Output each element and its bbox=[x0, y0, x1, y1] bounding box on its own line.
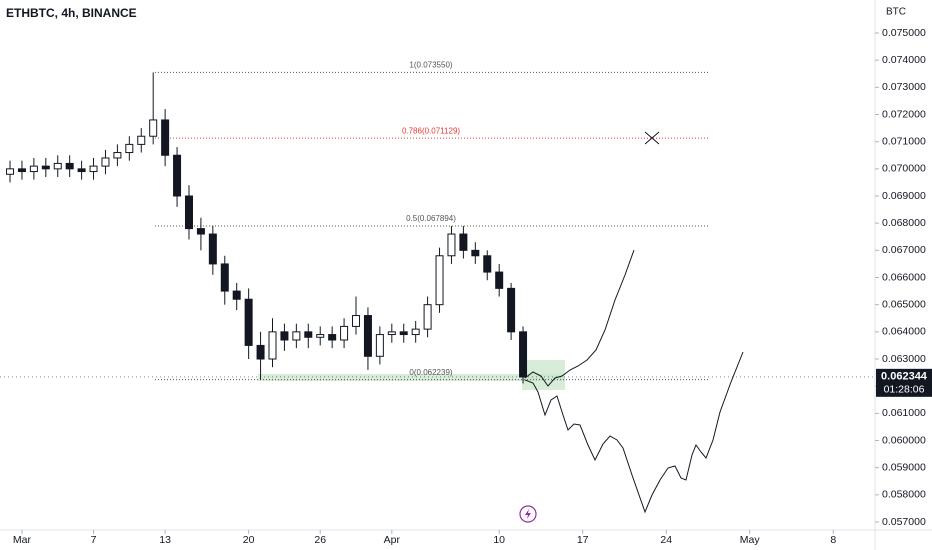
candle-body bbox=[184, 195, 193, 230]
last-price-label: 0.062344 bbox=[881, 371, 928, 383]
y-tick-label: 0.066000 bbox=[882, 271, 926, 283]
candle-body bbox=[268, 331, 277, 360]
candle-body bbox=[352, 315, 361, 327]
candle-body bbox=[101, 157, 110, 167]
x-tick-label: 20 bbox=[243, 534, 255, 546]
candle-body bbox=[292, 331, 301, 341]
x-tick-label: 24 bbox=[660, 534, 672, 546]
y-tick-label: 0.073000 bbox=[882, 81, 926, 93]
candle-body bbox=[304, 331, 313, 338]
y-tick-label: 0.067000 bbox=[882, 244, 926, 256]
candle-body bbox=[196, 228, 205, 235]
y-tick-label: 0.075000 bbox=[882, 27, 926, 39]
chart-title: ETHBTC, 4h, BINANCE bbox=[6, 6, 137, 20]
candle-body bbox=[375, 334, 384, 357]
candle-body bbox=[149, 119, 158, 137]
y-tick-label: 0.057000 bbox=[882, 516, 926, 528]
candle-body bbox=[363, 315, 372, 357]
x-tick-label: 13 bbox=[159, 534, 171, 546]
candle-body bbox=[113, 152, 122, 159]
candle-body bbox=[137, 135, 146, 145]
x-tick-label: 26 bbox=[314, 534, 326, 546]
projection-path bbox=[524, 351, 744, 514]
y-tick-label: 0.068000 bbox=[882, 217, 926, 229]
y-tick-label: 0.070000 bbox=[882, 163, 926, 175]
candle-body bbox=[328, 334, 337, 341]
y-tick-label: 0.072000 bbox=[882, 108, 926, 120]
candle-body bbox=[507, 287, 516, 333]
event-icon-bolt bbox=[525, 509, 531, 519]
candle-body bbox=[244, 298, 253, 346]
y-tick-label: 0.063000 bbox=[882, 353, 926, 365]
candle-body bbox=[423, 304, 432, 330]
x-tick-label: 8 bbox=[830, 534, 836, 546]
candle-body bbox=[495, 271, 504, 289]
fib-label: 0.786(0.071129) bbox=[402, 126, 460, 135]
x-tick-label: May bbox=[740, 534, 761, 546]
candle-body bbox=[161, 119, 170, 156]
x-tick-label: 7 bbox=[91, 534, 97, 546]
y-tick-label: 0.058000 bbox=[882, 489, 926, 501]
candle-body bbox=[256, 344, 265, 360]
candle-body bbox=[53, 162, 62, 170]
candle-body bbox=[519, 331, 528, 378]
candle-body bbox=[399, 331, 408, 336]
y-tick-label: 0.074000 bbox=[882, 54, 926, 66]
y-tick-label: 0.064000 bbox=[882, 326, 926, 338]
countdown-label: 01:28:06 bbox=[884, 384, 925, 396]
candle-body bbox=[17, 168, 26, 173]
candle-body bbox=[471, 249, 480, 257]
demand-zone bbox=[258, 374, 565, 381]
candle-body bbox=[387, 331, 396, 336]
y-tick-label: 0.069000 bbox=[882, 190, 926, 202]
candle-body bbox=[435, 255, 444, 306]
candle-body bbox=[447, 233, 456, 257]
candle-body bbox=[65, 162, 74, 170]
candle-body bbox=[459, 233, 468, 251]
cross-mark bbox=[644, 131, 660, 145]
candle-body bbox=[340, 325, 349, 341]
candle-body bbox=[77, 168, 86, 173]
last-price-box bbox=[876, 368, 932, 397]
candle-body bbox=[6, 168, 15, 175]
fib-label: 0(0.062239) bbox=[409, 368, 452, 377]
candle-body bbox=[29, 165, 38, 173]
candle-body bbox=[220, 263, 229, 292]
candle-body bbox=[89, 165, 98, 173]
fib-label: 1(0.073550) bbox=[409, 61, 452, 70]
x-tick-label: Apr bbox=[384, 534, 401, 546]
drawings bbox=[155, 71, 744, 523]
y-tick-label: 0.061000 bbox=[882, 407, 926, 419]
projection-path bbox=[524, 249, 635, 387]
y-tick-label: 0.060000 bbox=[882, 434, 926, 446]
candle-body bbox=[316, 334, 325, 338]
x-tick-label: 17 bbox=[577, 534, 589, 546]
x-tick-label: 10 bbox=[493, 534, 505, 546]
candle-body bbox=[41, 165, 50, 170]
candle-body bbox=[483, 255, 492, 273]
y-tick-label: 0.059000 bbox=[882, 461, 926, 473]
candle-body bbox=[280, 331, 289, 341]
fib-label: 0.5(0.067894) bbox=[406, 214, 456, 223]
candle-body bbox=[125, 143, 134, 154]
y-tick-label: 0.065000 bbox=[882, 298, 926, 310]
candle-body bbox=[173, 154, 182, 197]
candle-body bbox=[232, 290, 241, 300]
y-tick-label: 0.071000 bbox=[882, 135, 926, 147]
candle-body bbox=[411, 328, 420, 336]
x-tick-label: Mar bbox=[13, 534, 32, 546]
candle-body bbox=[208, 233, 217, 265]
currency-label: BTC bbox=[886, 7, 906, 18]
